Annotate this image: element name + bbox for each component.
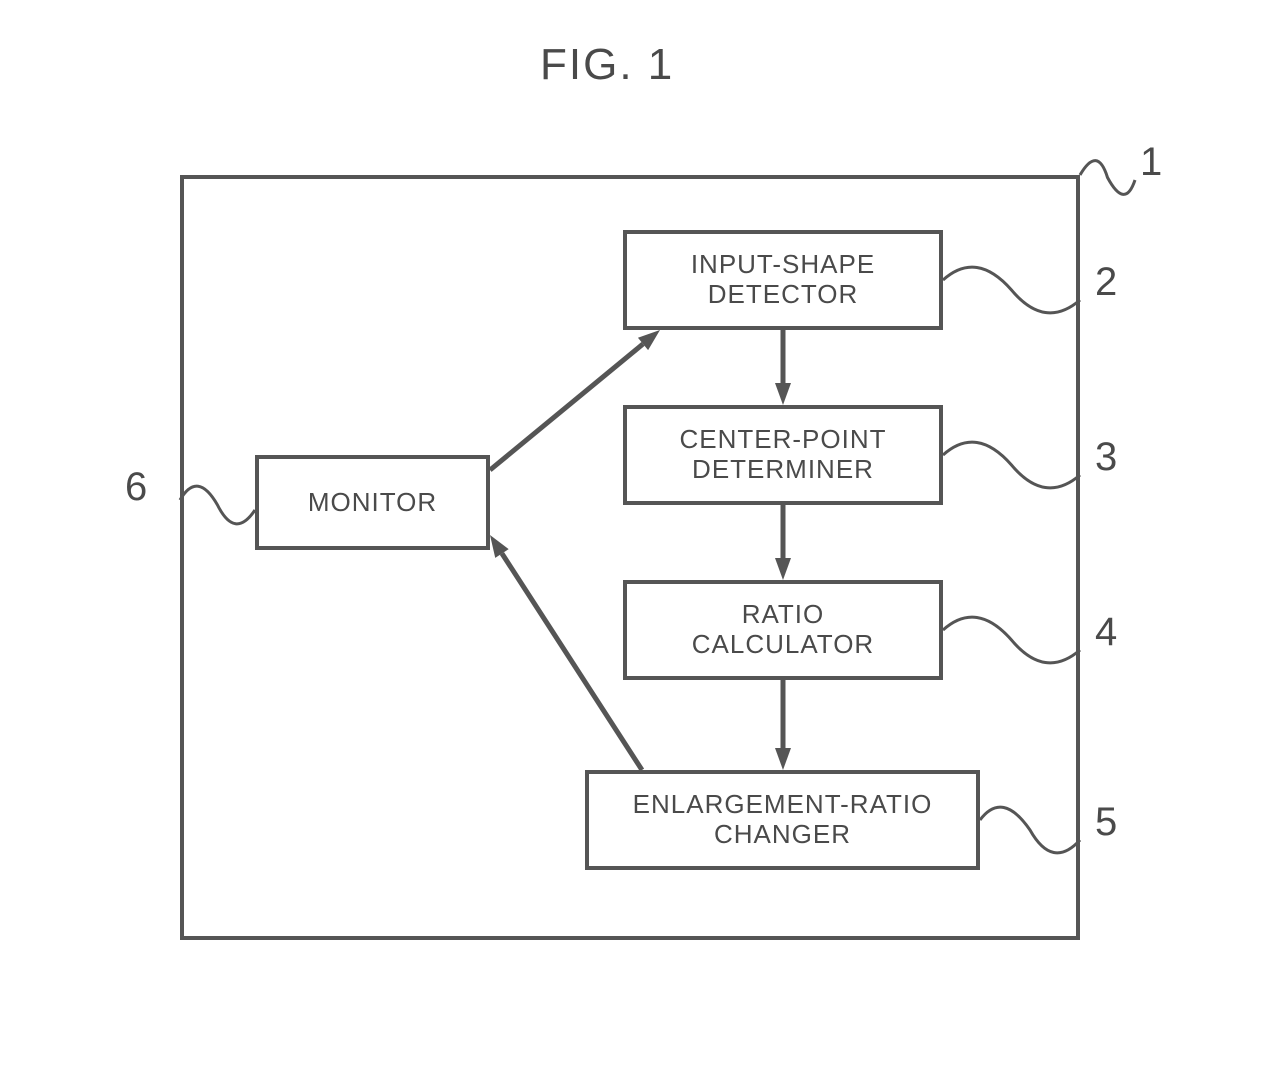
ref-label-3: 3	[1095, 435, 1117, 480]
ref-label-5: 5	[1095, 800, 1117, 845]
ref-label-2: 2	[1095, 260, 1117, 305]
input-shape-detector-block: INPUT-SHAPE DETECTOR	[623, 230, 943, 330]
ref-label-1: 1	[1140, 140, 1162, 185]
figure-title: FIG. 1	[540, 40, 674, 90]
diagram-canvas: FIG. 1 MONITOR INPUT-SHAPE DETECTOR CENT…	[0, 0, 1277, 1075]
center-point-determiner-block: CENTER-POINT DETERMINER	[623, 405, 943, 505]
ratio-calculator-block: RATIO CALCULATOR	[623, 580, 943, 680]
enlargement-ratio-changer-block: ENLARGEMENT-RATIO CHANGER	[585, 770, 980, 870]
ref-label-6: 6	[125, 465, 147, 510]
monitor-block: MONITOR	[255, 455, 490, 550]
ref-label-4: 4	[1095, 610, 1117, 655]
